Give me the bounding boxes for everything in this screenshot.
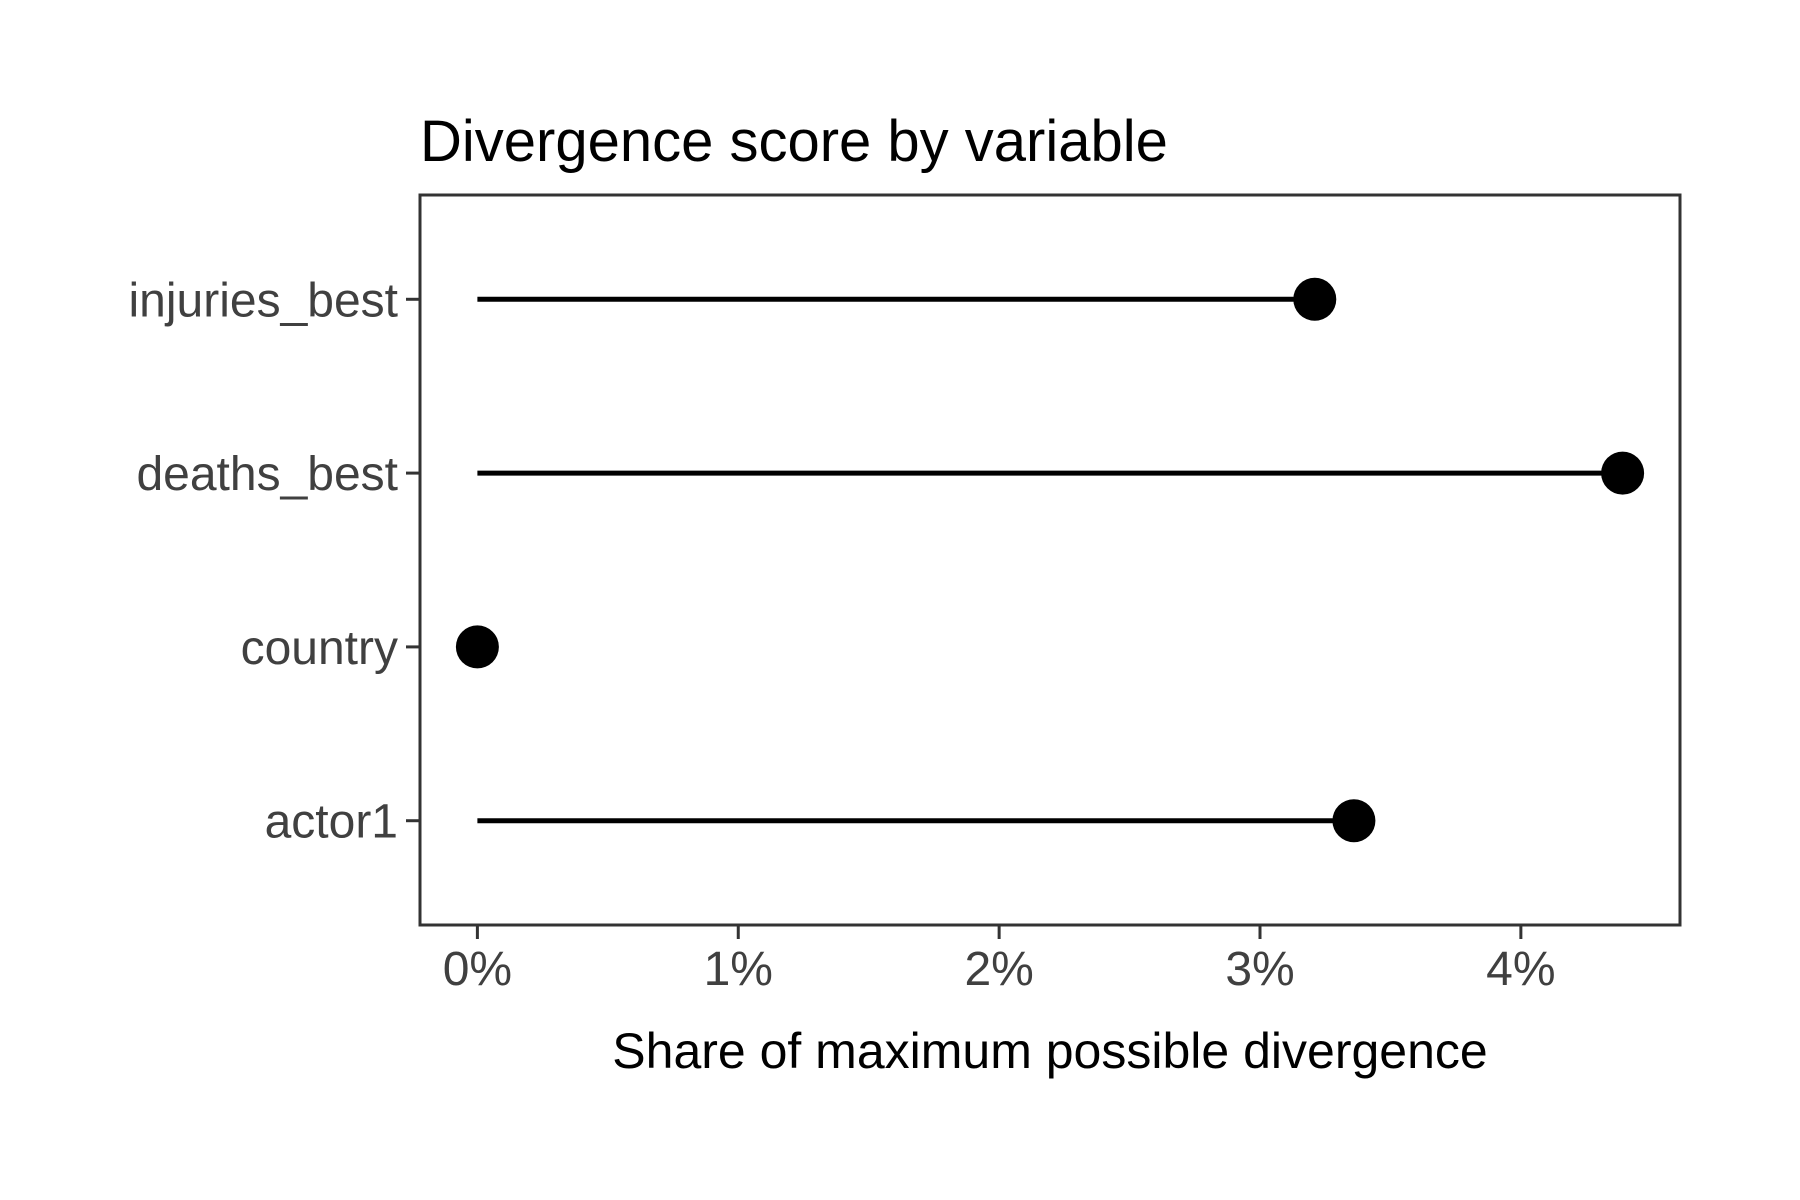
x-axis-title: Share of maximum possible divergence <box>612 1023 1488 1079</box>
y-axis-label-deaths_best: deaths_best <box>136 448 398 501</box>
panel-border <box>418 193 1682 927</box>
x-axis-tick-label: 3% <box>1225 943 1294 996</box>
y-axis-label-injuries_best: injuries_best <box>129 274 398 327</box>
x-axis-tick-label: 0% <box>443 943 512 996</box>
y-axis-label-actor1: actor1 <box>265 796 398 849</box>
lollipop-dot-deaths_best <box>1601 451 1645 495</box>
lollipop-dot-country <box>455 625 499 669</box>
x-axis-tick-label: 1% <box>704 943 773 996</box>
lollipop-dot-injuries_best <box>1293 277 1337 321</box>
x-axis-tick-label: 2% <box>964 943 1033 996</box>
lollipop-dot-actor1 <box>1332 799 1376 843</box>
chart-title: Divergence score by variable <box>420 109 1168 174</box>
x-axis-tick-label: 4% <box>1486 943 1555 996</box>
y-axis-label-country: country <box>241 622 398 675</box>
